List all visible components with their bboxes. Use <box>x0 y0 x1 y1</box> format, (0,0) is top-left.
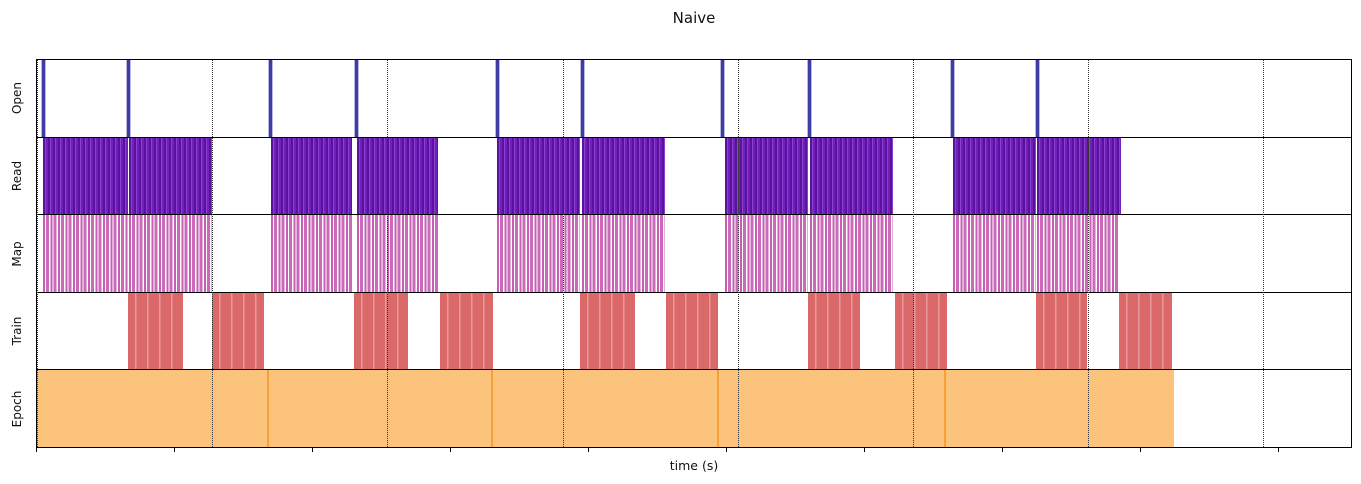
train-block <box>894 292 947 370</box>
x-tick-mark <box>174 448 176 452</box>
x-tick-mark <box>1002 448 1004 452</box>
read-block <box>43 137 128 215</box>
train-block <box>211 292 264 370</box>
train-block <box>1035 292 1088 370</box>
map-block <box>809 215 893 292</box>
epoch-boundary-seam <box>943 370 946 447</box>
ylabel-read: Read <box>10 160 24 191</box>
x-tick-mark <box>36 448 37 452</box>
epoch-block <box>37 370 268 447</box>
train-block <box>1119 292 1173 370</box>
read-block <box>582 137 666 215</box>
x-tick-mark <box>450 448 452 452</box>
train-block <box>127 292 183 370</box>
train-block <box>666 292 718 370</box>
open-spike <box>354 60 360 137</box>
ylabel-open: Open <box>10 81 24 114</box>
ylabel-map: Map <box>10 240 24 267</box>
epoch-block <box>267 370 493 447</box>
open-spike <box>40 60 46 137</box>
x-axis-label: time (s) <box>669 458 719 473</box>
y-axis-labels: Open Read Map Train Epoch <box>2 59 32 448</box>
x-tick-mark <box>1278 448 1280 452</box>
gridline <box>913 60 915 447</box>
train-block <box>807 292 860 370</box>
open-spike <box>1034 60 1040 137</box>
open-spike <box>579 60 585 137</box>
map-block <box>952 215 1036 292</box>
open-spike <box>126 60 132 137</box>
open-spike <box>720 60 726 137</box>
map-block <box>582 215 666 292</box>
x-axis-ticks <box>36 448 1352 454</box>
read-block <box>809 137 893 215</box>
epoch-boundary-seam <box>716 370 719 447</box>
chart-title: Naive <box>672 9 716 27</box>
open-spike <box>268 60 274 137</box>
map-block <box>725 215 808 292</box>
read-block <box>1037 137 1122 215</box>
read-block <box>725 137 808 215</box>
gridline <box>37 60 38 447</box>
row-read <box>37 137 1351 216</box>
epoch-boundary-seam <box>266 370 269 447</box>
x-tick-mark <box>726 448 728 452</box>
open-spike <box>494 60 500 137</box>
epoch-boundary-seam <box>491 370 494 447</box>
train-block <box>440 292 494 370</box>
train-block <box>580 292 636 370</box>
row-train <box>37 292 1351 371</box>
gridline <box>1263 60 1265 447</box>
row-epoch <box>37 370 1351 448</box>
gridline <box>387 60 389 447</box>
map-block <box>497 215 581 292</box>
read-block <box>952 137 1036 215</box>
read-block <box>356 137 439 215</box>
ylabel-train: Train <box>10 316 24 346</box>
read-block <box>128 137 212 215</box>
map-block <box>1037 215 1119 292</box>
gridline <box>1088 60 1090 447</box>
open-spike <box>950 60 956 137</box>
gridline <box>562 60 564 447</box>
map-block <box>128 215 212 292</box>
read-block <box>270 137 353 215</box>
x-tick-mark <box>588 448 590 452</box>
x-tick-mark <box>1140 448 1142 452</box>
map-block <box>43 215 128 292</box>
row-map <box>37 215 1351 293</box>
gridline <box>737 60 739 447</box>
row-open <box>37 60 1351 138</box>
x-tick-mark <box>864 448 866 452</box>
map-block <box>270 215 353 292</box>
open-spike <box>807 60 813 137</box>
map-block <box>356 215 439 292</box>
epoch-block <box>717 370 945 447</box>
epoch-block <box>492 370 718 447</box>
plot-area <box>36 59 1352 448</box>
gridline <box>212 60 214 447</box>
read-block <box>497 137 581 215</box>
train-block <box>353 292 409 370</box>
x-tick-mark <box>312 448 314 452</box>
ylabel-epoch: Epoch <box>10 390 24 428</box>
epoch-block <box>944 370 1175 447</box>
